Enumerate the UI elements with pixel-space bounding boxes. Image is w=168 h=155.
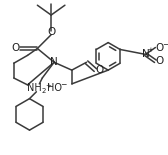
Text: O: O [12, 44, 20, 53]
Text: +: + [148, 47, 153, 53]
Text: O: O [95, 65, 103, 75]
Text: NH: NH [27, 83, 42, 93]
Text: O: O [155, 42, 163, 53]
Text: O: O [155, 56, 163, 66]
Text: −: − [162, 40, 168, 49]
Text: N: N [142, 49, 150, 59]
Text: 2: 2 [41, 88, 46, 94]
Text: +: + [45, 83, 51, 89]
Text: −: − [60, 80, 66, 89]
Text: O: O [47, 27, 55, 37]
Text: HO: HO [47, 83, 62, 93]
Text: N: N [50, 57, 58, 67]
